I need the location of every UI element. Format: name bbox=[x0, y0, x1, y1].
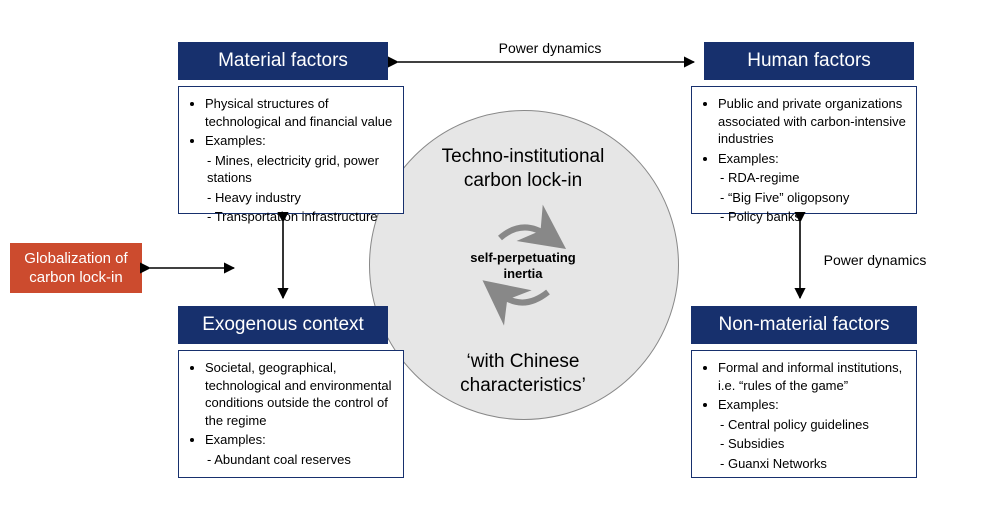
nonmaterial-body: Formal and informal institutions, i.e. “… bbox=[691, 350, 917, 478]
human-example-0: RDA-regime bbox=[720, 169, 906, 187]
nonmaterial-header: Non-material factors bbox=[691, 306, 917, 344]
nonmaterial-bullet-0: Formal and informal institutions, i.e. “… bbox=[718, 359, 906, 394]
exogenous-bullet-1: Examples: bbox=[205, 431, 393, 449]
material-example-1: Heavy industry bbox=[207, 189, 393, 207]
material-bullet-0: Physical structures of technological and… bbox=[205, 95, 393, 130]
exogenous-bullet-0: Societal, geographical, technological an… bbox=[205, 359, 393, 429]
exogenous-header-label: Exogenous context bbox=[202, 314, 364, 336]
globalization-box: Globalization of carbon lock-in bbox=[10, 243, 142, 293]
material-example-0: Mines, electricity grid, power stations bbox=[207, 152, 393, 187]
human-example-1: “Big Five” oligopsony bbox=[720, 189, 906, 207]
nonmaterial-example-1: Subsidies bbox=[720, 435, 906, 453]
exogenous-example-0: Abundant coal reserves bbox=[207, 451, 393, 469]
material-header: Material factors bbox=[178, 42, 388, 80]
material-body: Physical structures of technological and… bbox=[178, 86, 404, 214]
circle-bot-line1: ‘with Chinese bbox=[467, 351, 580, 372]
nonmaterial-example-0: Central policy guidelines bbox=[720, 416, 906, 434]
circle-title-line1: Techno-institutional bbox=[442, 146, 605, 167]
nonmaterial-bullet-1: Examples: bbox=[718, 396, 906, 414]
material-example-2: Transportation infrastructure bbox=[207, 208, 393, 226]
circle-mid-label: self-perpetuating inertia bbox=[448, 250, 598, 283]
power-dynamics-top-label: Power dynamics bbox=[470, 40, 630, 56]
nonmaterial-header-label: Non-material factors bbox=[718, 314, 889, 336]
circle-bottom-label: ‘with Chinese characteristics’ bbox=[413, 350, 633, 398]
circle-title: Techno-institutional carbon lock-in bbox=[398, 145, 648, 193]
globalization-line1: Globalization of bbox=[24, 250, 127, 267]
globalization-line2: carbon lock-in bbox=[29, 269, 122, 286]
globalization-text: Globalization of carbon lock-in bbox=[24, 249, 127, 288]
circle-title-line2: carbon lock-in bbox=[464, 170, 582, 191]
human-body: Public and private organizations associa… bbox=[691, 86, 917, 214]
human-header-label: Human factors bbox=[747, 50, 871, 72]
material-bullet-1: Examples: bbox=[205, 132, 393, 150]
circle-mid-line2: inertia bbox=[503, 266, 542, 281]
circle-bot-line2: characteristics’ bbox=[460, 375, 586, 396]
circle-mid-line1: self-perpetuating bbox=[470, 250, 575, 265]
nonmaterial-example-2: Guanxi Networks bbox=[720, 455, 906, 473]
human-bullet-0: Public and private organizations associa… bbox=[718, 95, 906, 148]
human-header: Human factors bbox=[704, 42, 914, 80]
human-bullet-1: Examples: bbox=[718, 150, 906, 168]
exogenous-body: Societal, geographical, technological an… bbox=[178, 350, 404, 478]
material-header-label: Material factors bbox=[218, 50, 348, 72]
power-dynamics-right-label: Power dynamics bbox=[810, 252, 940, 268]
human-example-2: Policy banks bbox=[720, 208, 906, 226]
exogenous-header: Exogenous context bbox=[178, 306, 388, 344]
